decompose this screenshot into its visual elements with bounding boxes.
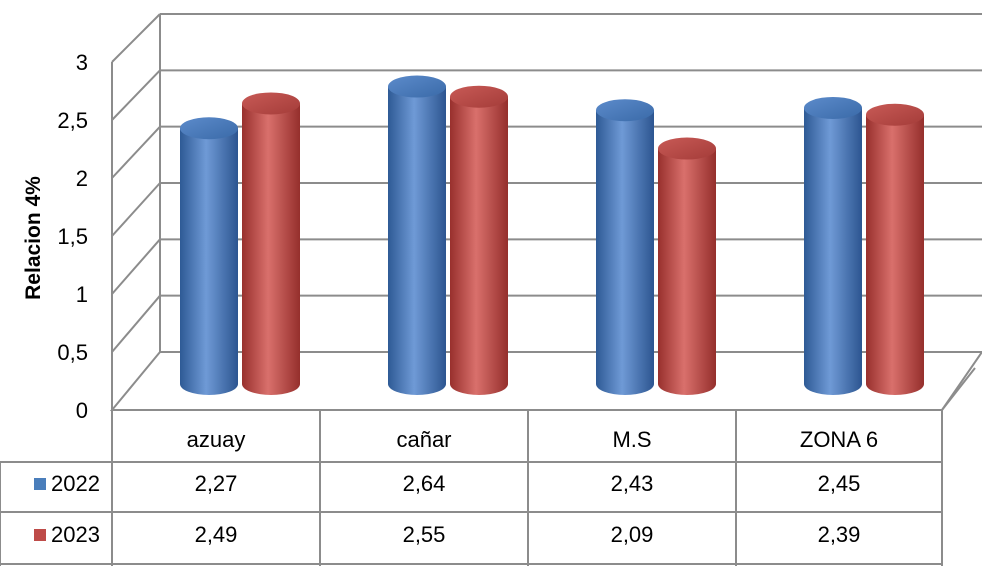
bar-body xyxy=(388,86,446,395)
data-label: 2,49 xyxy=(195,522,238,547)
floor-right-edge xyxy=(941,367,976,411)
gridline-side xyxy=(111,295,161,353)
bar-2023-ZONA 6 xyxy=(866,103,924,395)
bar-top xyxy=(450,85,508,108)
y-tick-label: 1 xyxy=(76,282,88,307)
y-tick-label: 1,5 xyxy=(57,224,88,249)
bar-2022-ZONA 6 xyxy=(804,96,862,395)
category-label: ZONA 6 xyxy=(800,427,878,452)
bars xyxy=(180,75,924,396)
bar-body xyxy=(180,128,238,395)
bar-top xyxy=(596,99,654,122)
bar-2022-azuay xyxy=(180,117,238,395)
category-label: cañar xyxy=(396,427,451,452)
bar-2023-M.S xyxy=(658,137,716,395)
bar-body xyxy=(596,110,654,395)
legend-label: 2023 xyxy=(51,522,100,547)
bar-body xyxy=(658,148,716,395)
bar-top xyxy=(388,75,446,98)
bar-top xyxy=(180,117,238,140)
data-label: 2,64 xyxy=(403,471,446,496)
data-label: 2,45 xyxy=(818,471,861,496)
bar-2023-azuay xyxy=(242,92,300,396)
legend-swatch xyxy=(34,478,46,490)
gridline-side xyxy=(111,13,161,63)
bar-top xyxy=(866,103,924,126)
y-tick-label: 2,5 xyxy=(57,108,88,133)
bar-2023-cañar xyxy=(450,85,508,395)
data-label: 2,39 xyxy=(818,522,861,547)
bar-body xyxy=(866,114,924,395)
data-label: 2,09 xyxy=(611,522,654,547)
y-axis: 0 0,5 1 1,5 2 2,5 3 xyxy=(57,50,88,423)
bar-body xyxy=(242,103,300,396)
data-label: 2,27 xyxy=(195,471,238,496)
y-tick-label: 2 xyxy=(76,166,88,191)
bar-2022-cañar xyxy=(388,75,446,395)
y-axis-label: Relacion 4% xyxy=(22,176,45,300)
bar-top xyxy=(242,92,300,115)
bar-2022-M.S xyxy=(596,99,654,395)
gridline-side xyxy=(111,238,161,295)
chart-floor xyxy=(109,351,982,411)
bar-body xyxy=(804,107,862,395)
gridline-side xyxy=(111,69,161,121)
gridline-side xyxy=(111,182,161,237)
y-tick-label: 0 xyxy=(76,398,88,423)
legend-swatch xyxy=(34,529,46,541)
bar-top xyxy=(658,137,716,160)
category-label: M.S xyxy=(612,427,651,452)
gridline-side xyxy=(111,125,161,179)
data-label: 2,43 xyxy=(611,471,654,496)
data-table: azuay cañar M.S ZONA 6 2022 2,27 2,64 2,43 2,45 2… xyxy=(0,410,943,566)
legend-label: 2022 xyxy=(51,471,100,496)
data-label: 2,55 xyxy=(403,522,446,547)
y-tick-label: 3 xyxy=(76,50,88,75)
category-label: azuay xyxy=(187,427,246,452)
bar-top xyxy=(804,96,862,119)
y-tick-label: 0,5 xyxy=(57,340,88,365)
bar-body xyxy=(450,96,508,395)
